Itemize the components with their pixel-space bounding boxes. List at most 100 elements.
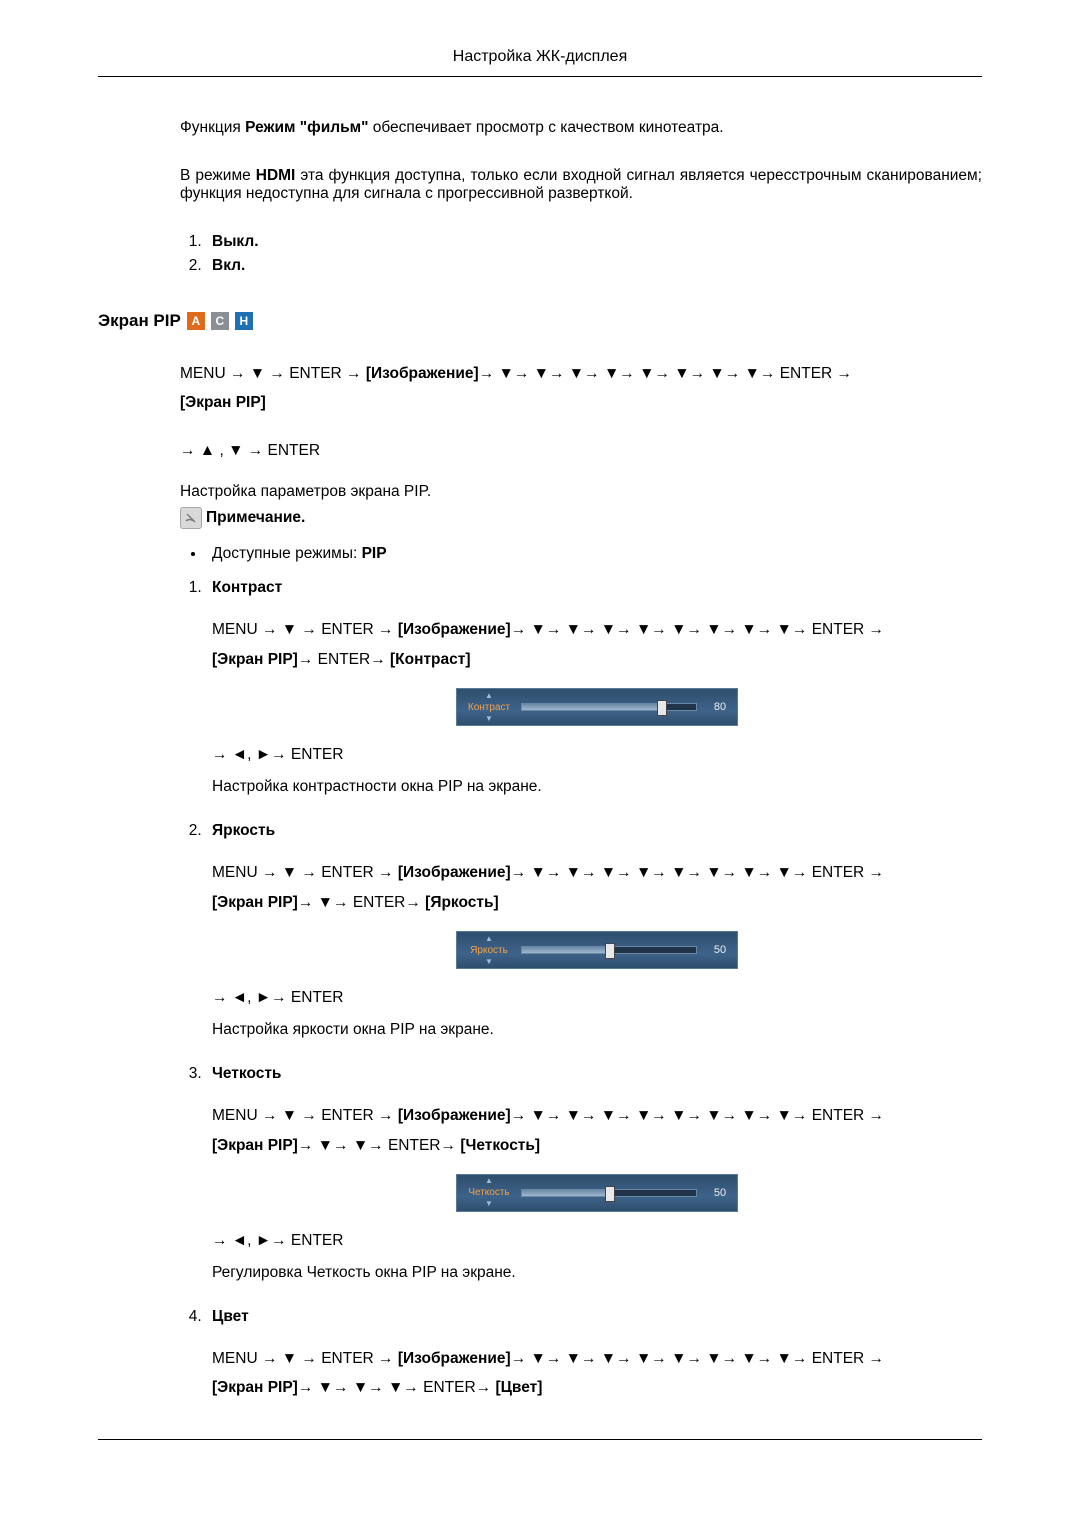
contrast-slider: ▲ Контраст ▼ 80: [456, 688, 738, 726]
nav-text: → ▼→ ▼→ ▼→ ▼→ ▼→ ▼→ ▼→ ▼→ ENTER →: [511, 1350, 884, 1367]
text-bold: PIP: [362, 545, 387, 562]
text: эта функция доступна, только если входно…: [180, 167, 982, 202]
slider-label-text: Четкость: [468, 1187, 509, 1198]
contrast-after: → ◄, ►→ ENTER: [212, 746, 982, 764]
nav-text: → ▼→ ▼→ ENTER→: [298, 1137, 460, 1154]
nav-label: [Изображение]: [398, 621, 511, 638]
sub-contrast: Контраст MENU → ▼ → ENTER → [Изображение…: [206, 579, 982, 796]
intro-p1: Функция Режим "фильм" обеспечивает просм…: [180, 119, 982, 137]
note-row: Примечание.: [180, 507, 982, 529]
triangle-up-icon: ▲: [485, 1177, 493, 1185]
slider-value: 80: [703, 701, 737, 713]
sharp-slider: ▲ Четкость ▼ 50: [456, 1174, 738, 1212]
slider-label-text: Яркость: [470, 945, 508, 956]
nav-label: [Экран PIP]: [212, 894, 298, 911]
bright-after: → ◄, ►→ ENTER: [212, 989, 982, 1007]
nav-label: [Четкость]: [460, 1137, 540, 1154]
nav-text: → ENTER→: [298, 651, 390, 668]
nav-text: MENU → ▼ → ENTER →: [180, 365, 366, 382]
list-item: Доступные режимы: PIP: [206, 545, 982, 563]
nav-label: [Яркость]: [425, 894, 499, 911]
item-label: Выкл.: [212, 233, 259, 250]
nav-text: → ▼→ ENTER→: [298, 894, 425, 911]
text-bold: Режим "фильм": [245, 119, 368, 136]
slider-fill: [522, 704, 661, 710]
slider-value: 50: [703, 1187, 737, 1199]
section-label: Экран PIP: [98, 311, 181, 331]
triangle-down-icon: ▼: [485, 1200, 493, 1208]
sub-color: Цвет MENU → ▼ → ENTER → [Изображение]→ ▼…: [206, 1308, 982, 1403]
slider-track: [521, 946, 697, 954]
pip-nav2: → ▲ , ▼ → ENTER: [180, 436, 982, 465]
pip-bullets: Доступные режимы: PIP: [180, 545, 982, 563]
pip-desc: Настройка параметров экрана PIP.: [180, 483, 982, 501]
nav-text: → ▲ , ▼ → ENTER: [180, 442, 320, 459]
badge-h-icon: H: [235, 312, 253, 330]
nav-label: [Экран PIP]: [212, 1379, 298, 1396]
slider-thumb: [605, 1186, 615, 1202]
nav-text: → ▼→ ▼→ ▼→ ▼→ ▼→ ▼→ ▼→ ▼→ ENTER →: [511, 864, 884, 881]
nav-label: [Экран PIP]: [180, 394, 266, 411]
nav-text: → ▼→ ▼→ ▼→ ▼→ ▼→ ▼→ ▼→ ▼→ ENTER →: [479, 365, 852, 382]
sub-bright: Яркость MENU → ▼ → ENTER → [Изображение]…: [206, 822, 982, 1039]
triangle-up-icon: ▲: [485, 692, 493, 700]
sub-title: Яркость: [212, 822, 275, 839]
slider-label: ▲ Яркость ▼: [457, 935, 521, 966]
intro-p2: В режиме HDMI эта функция доступна, толь…: [180, 167, 982, 203]
sharp-desc: Регулировка Четкость окна PIP на экране.: [212, 1264, 982, 1282]
nav-label: [Контраст]: [390, 651, 471, 668]
nav-label: [Экран PIP]: [212, 1137, 298, 1154]
slider-thumb: [657, 700, 667, 716]
footer-rule: [98, 1439, 982, 1440]
nav-label: [Изображение]: [398, 1350, 511, 1367]
slider-label: ▲ Четкость ▼: [457, 1177, 521, 1208]
nav-label: [Цвет]: [495, 1379, 542, 1396]
sub-title: Четкость: [212, 1065, 281, 1082]
slider-fill: [522, 1190, 609, 1196]
slider-value: 50: [703, 944, 737, 956]
pip-block: MENU → ▼ → ENTER → [Изображение]→ ▼→ ▼→ …: [180, 359, 982, 1403]
badge-c-icon: C: [211, 312, 229, 330]
nav-label: [Изображение]: [366, 365, 479, 382]
nav-label: [Экран PIP]: [212, 651, 298, 668]
item-label: Вкл.: [212, 257, 245, 274]
nav-text: → ▼→ ▼→ ▼→ ▼→ ▼→ ▼→ ▼→ ▼→ ENTER →: [511, 621, 884, 638]
note-icon: [180, 507, 202, 529]
color-nav: MENU → ▼ → ENTER → [Изображение]→ ▼→ ▼→ …: [212, 1344, 982, 1403]
bright-nav: MENU → ▼ → ENTER → [Изображение]→ ▼→ ▼→ …: [212, 858, 982, 917]
text: Доступные режимы:: [212, 545, 362, 562]
contrast-nav: MENU → ▼ → ENTER → [Изображение]→ ▼→ ▼→ …: [212, 615, 982, 674]
sub-title: Цвет: [212, 1308, 249, 1325]
note-label: Примечание.: [206, 509, 305, 527]
sub-sharp: Четкость MENU → ▼ → ENTER → [Изображение…: [206, 1065, 982, 1282]
sharp-after: → ◄, ►→ ENTER: [212, 1232, 982, 1250]
nav-text: → ▼→ ▼→ ▼→ ENTER→: [298, 1379, 496, 1396]
pip-nav: MENU → ▼ → ENTER → [Изображение]→ ▼→ ▼→ …: [180, 359, 982, 418]
bright-slider: ▲ Яркость ▼ 50: [456, 931, 738, 969]
intro-block: Функция Режим "фильм" обеспечивает просм…: [180, 119, 982, 275]
triangle-down-icon: ▼: [485, 958, 493, 966]
slider-track: [521, 703, 697, 711]
slider-fill: [522, 947, 609, 953]
nav-label: [Изображение]: [398, 1107, 511, 1124]
sub-title: Контраст: [212, 579, 282, 596]
badge-a-icon: A: [187, 312, 205, 330]
slider-label: ▲ Контраст ▼: [457, 692, 521, 723]
list-item: Выкл.: [206, 233, 982, 251]
text: обеспечивает просмотр с качеством киноте…: [368, 119, 723, 136]
intro-list: Выкл. Вкл.: [180, 233, 982, 275]
contrast-desc: Настройка контрастности окна PIP на экра…: [212, 778, 982, 796]
nav-text: → ▼→ ▼→ ▼→ ▼→ ▼→ ▼→ ▼→ ▼→ ENTER →: [511, 1107, 884, 1124]
slider-track: [521, 1189, 697, 1197]
list-item: Вкл.: [206, 257, 982, 275]
header-title: Настройка ЖК-дисплея: [453, 48, 627, 65]
nav-label: [Изображение]: [398, 864, 511, 881]
text: В режиме: [180, 167, 256, 184]
triangle-down-icon: ▼: [485, 715, 493, 723]
bright-desc: Настройка яркости окна PIP на экране.: [212, 1021, 982, 1039]
section-pip-title: Экран PIP A C H: [98, 311, 982, 331]
page-header: Настройка ЖК-дисплея: [98, 48, 982, 77]
nav-text: MENU → ▼ → ENTER →: [212, 1107, 398, 1124]
text: Функция: [180, 119, 245, 136]
nav-text: MENU → ▼ → ENTER →: [212, 1350, 398, 1367]
